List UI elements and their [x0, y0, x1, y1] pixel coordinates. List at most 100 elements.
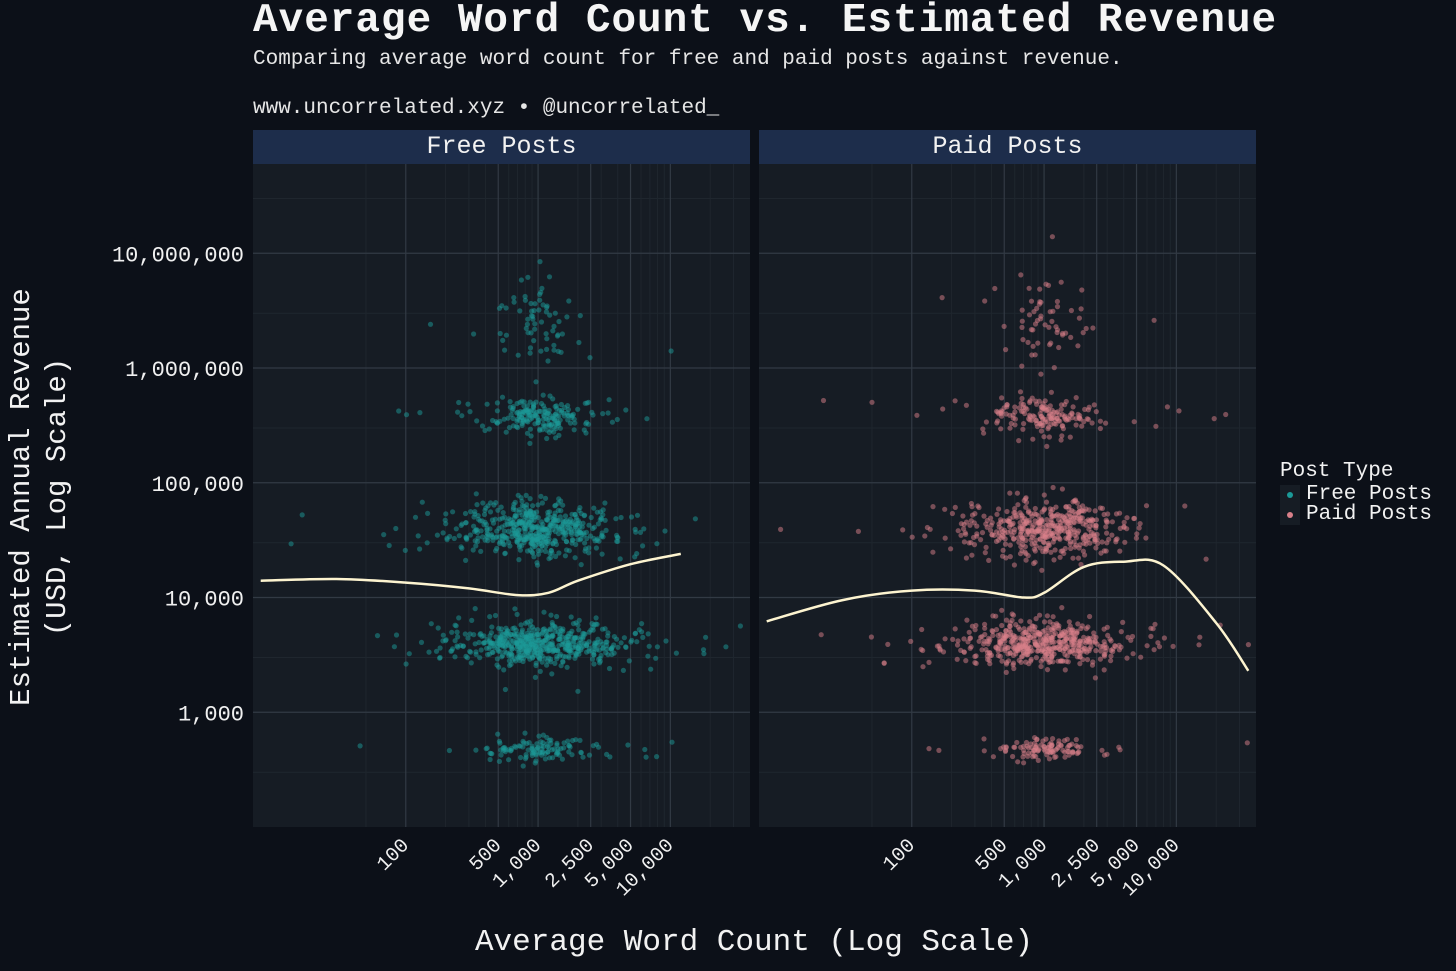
- data-point-free: [632, 554, 638, 560]
- data-point-paid: [1048, 421, 1054, 427]
- data-point-paid: [1025, 529, 1031, 535]
- data-point-paid: [1003, 628, 1009, 634]
- legend: Post Type Free Posts Paid Posts: [1280, 460, 1432, 525]
- data-point-free: [489, 517, 495, 523]
- data-point-paid: [1045, 646, 1051, 653]
- data-point-free: [590, 743, 596, 749]
- data-point-paid: [963, 531, 969, 537]
- data-point-paid: [1080, 548, 1086, 554]
- y-tick-label: 1,000: [178, 702, 244, 727]
- data-point-paid: [1075, 343, 1081, 349]
- data-point-free: [467, 532, 473, 538]
- data-point-free: [463, 520, 469, 526]
- data-point-free: [528, 536, 534, 542]
- data-point-free: [586, 550, 592, 556]
- data-point-paid: [939, 295, 945, 301]
- data-point-paid: [1033, 655, 1039, 661]
- data-point-free: [528, 540, 534, 547]
- data-point-paid: [998, 746, 1004, 752]
- data-point-free: [497, 516, 503, 522]
- data-point-paid: [1078, 561, 1084, 568]
- data-point-free: [538, 493, 544, 499]
- data-point-free: [554, 333, 561, 339]
- y-tick-label: 100,000: [152, 473, 244, 498]
- data-point-free: [535, 502, 541, 508]
- data-point-free: [701, 651, 707, 657]
- data-point-free: [478, 528, 484, 534]
- data-point-paid: [1019, 324, 1025, 330]
- data-point-paid: [1057, 642, 1063, 649]
- data-point-paid: [1013, 637, 1019, 643]
- data-point-paid: [1003, 747, 1009, 754]
- data-point-free: [426, 649, 432, 655]
- data-point-paid: [1037, 286, 1043, 292]
- data-point-paid: [1020, 337, 1026, 343]
- data-point-paid: [1034, 421, 1040, 427]
- data-point-paid: [1020, 426, 1026, 432]
- data-point-paid: [1003, 617, 1010, 623]
- data-point-free: [496, 525, 502, 531]
- data-point-paid: [992, 285, 998, 292]
- data-point-free: [497, 330, 503, 337]
- data-point-free: [479, 633, 485, 639]
- data-point-free: [536, 527, 542, 533]
- data-point-paid: [1087, 533, 1093, 539]
- data-point-paid: [1017, 551, 1024, 557]
- data-point-paid: [1058, 406, 1064, 412]
- data-point-free: [587, 355, 593, 361]
- data-point-free: [552, 502, 559, 508]
- data-point-paid: [1067, 434, 1073, 440]
- data-point-paid: [1117, 548, 1123, 554]
- data-point-paid: [1010, 652, 1017, 659]
- data-point-free: [539, 500, 546, 506]
- data-point-paid: [1021, 421, 1027, 427]
- data-point-free: [544, 734, 550, 741]
- data-point-paid: [982, 621, 988, 628]
- data-point-paid: [1062, 525, 1068, 531]
- data-point-free: [528, 433, 534, 439]
- data-point-paid: [1032, 505, 1038, 512]
- data-point-paid: [1059, 411, 1065, 417]
- data-point-free: [477, 655, 483, 661]
- data-point-free: [559, 756, 566, 762]
- data-point-paid: [969, 512, 976, 518]
- data-point-free: [511, 299, 517, 305]
- data-point-paid: [1048, 649, 1054, 655]
- data-point-free: [465, 635, 471, 641]
- data-point-free: [575, 645, 581, 651]
- data-point-free: [529, 635, 535, 641]
- data-point-paid: [981, 641, 987, 647]
- data-point-paid: [1016, 438, 1022, 444]
- data-point-free: [517, 408, 523, 415]
- data-point-paid: [1023, 557, 1029, 563]
- data-point-free: [645, 653, 651, 659]
- data-point-free: [482, 537, 488, 543]
- data-point-paid: [1030, 343, 1036, 349]
- data-point-free: [357, 743, 363, 749]
- data-point-paid: [976, 638, 982, 644]
- data-point-free: [474, 418, 480, 424]
- data-point-paid: [1009, 611, 1015, 617]
- data-point-paid: [964, 617, 970, 623]
- data-point-paid: [978, 537, 984, 543]
- data-point-paid: [1170, 643, 1176, 650]
- data-point-paid: [1022, 521, 1028, 527]
- data-point-paid: [1048, 740, 1054, 746]
- data-point-free: [602, 626, 608, 632]
- data-point-paid: [1030, 629, 1036, 635]
- data-point-paid: [1051, 557, 1057, 563]
- data-point-free: [669, 739, 675, 745]
- data-point-free: [449, 648, 455, 654]
- data-point-free: [591, 661, 597, 667]
- data-point-free: [510, 506, 516, 512]
- data-point-paid: [1025, 638, 1031, 644]
- data-point-free: [462, 510, 469, 517]
- data-point-free: [554, 742, 560, 748]
- data-point-paid: [920, 664, 926, 670]
- data-point-paid: [1075, 750, 1081, 756]
- data-point-free: [510, 415, 516, 422]
- data-point-free: [455, 634, 461, 640]
- data-point-paid: [1089, 420, 1095, 426]
- x-axis-label: Average Word Count (Log Scale): [474, 925, 1034, 960]
- data-point-paid: [993, 627, 1000, 633]
